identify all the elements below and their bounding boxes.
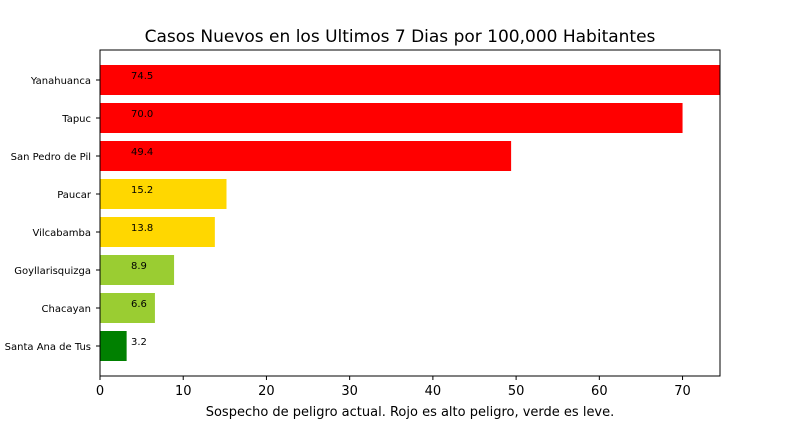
x-tick-label-2: 20	[258, 384, 275, 399]
x-tick-label-1: 10	[175, 384, 192, 399]
x-tick-label-7: 70	[674, 384, 691, 399]
x-tick-label-3: 30	[341, 384, 358, 399]
x-tick-label-5: 50	[508, 384, 525, 399]
data-label-1: 70.0	[131, 109, 153, 120]
y-tick-label-1: Tapuc	[61, 114, 91, 125]
bar-1	[100, 103, 683, 133]
bar-7	[100, 331, 127, 361]
data-label-6: 6.6	[131, 299, 147, 310]
x-axis-label: Sospecho de peligro actual. Rojo es alto…	[206, 405, 615, 420]
data-label-5: 8.9	[131, 261, 147, 272]
bar-2	[100, 141, 512, 171]
data-label-4: 13.8	[131, 223, 153, 234]
x-tick-label-4: 40	[425, 384, 442, 399]
data-label-3: 15.2	[131, 185, 153, 196]
y-tick-label-5: Goyllarisquizga	[14, 266, 91, 277]
y-tick-labels: Yanahuanca Tapuc San Pedro de Pil Paucar Vil…	[5, 76, 100, 353]
y-tick-label-2: San Pedro de Pil	[11, 152, 91, 163]
x-axis: 0 10 20 30 40 50 60 70	[96, 376, 691, 399]
data-label-7: 3.2	[131, 337, 147, 348]
y-tick-label-4: Vilcabamba	[33, 228, 92, 239]
x-tick-label-0: 0	[96, 384, 104, 399]
x-tick-label-6: 60	[591, 384, 608, 399]
y-tick-label-0: Yanahuanca	[30, 76, 91, 87]
bar-5	[100, 255, 175, 285]
bars-group: 74.5 70.0 49.4 15.2 13.8 8.9 6.6 3.2	[100, 65, 720, 361]
data-label-0: 74.5	[131, 71, 153, 82]
bar-4	[100, 217, 215, 247]
data-label-2: 49.4	[131, 147, 153, 158]
bar-6	[100, 293, 155, 323]
bar-0	[100, 65, 720, 95]
bar-3	[100, 179, 227, 209]
y-tick-label-7: Santa Ana de Tus	[5, 342, 91, 353]
y-tick-label-3: Paucar	[57, 190, 92, 201]
chart-title: Casos Nuevos en los Ultimos 7 Dias por 1…	[145, 27, 656, 47]
plot-frame	[99, 49, 721, 377]
y-tick-label-6: Chacayan	[42, 304, 91, 315]
